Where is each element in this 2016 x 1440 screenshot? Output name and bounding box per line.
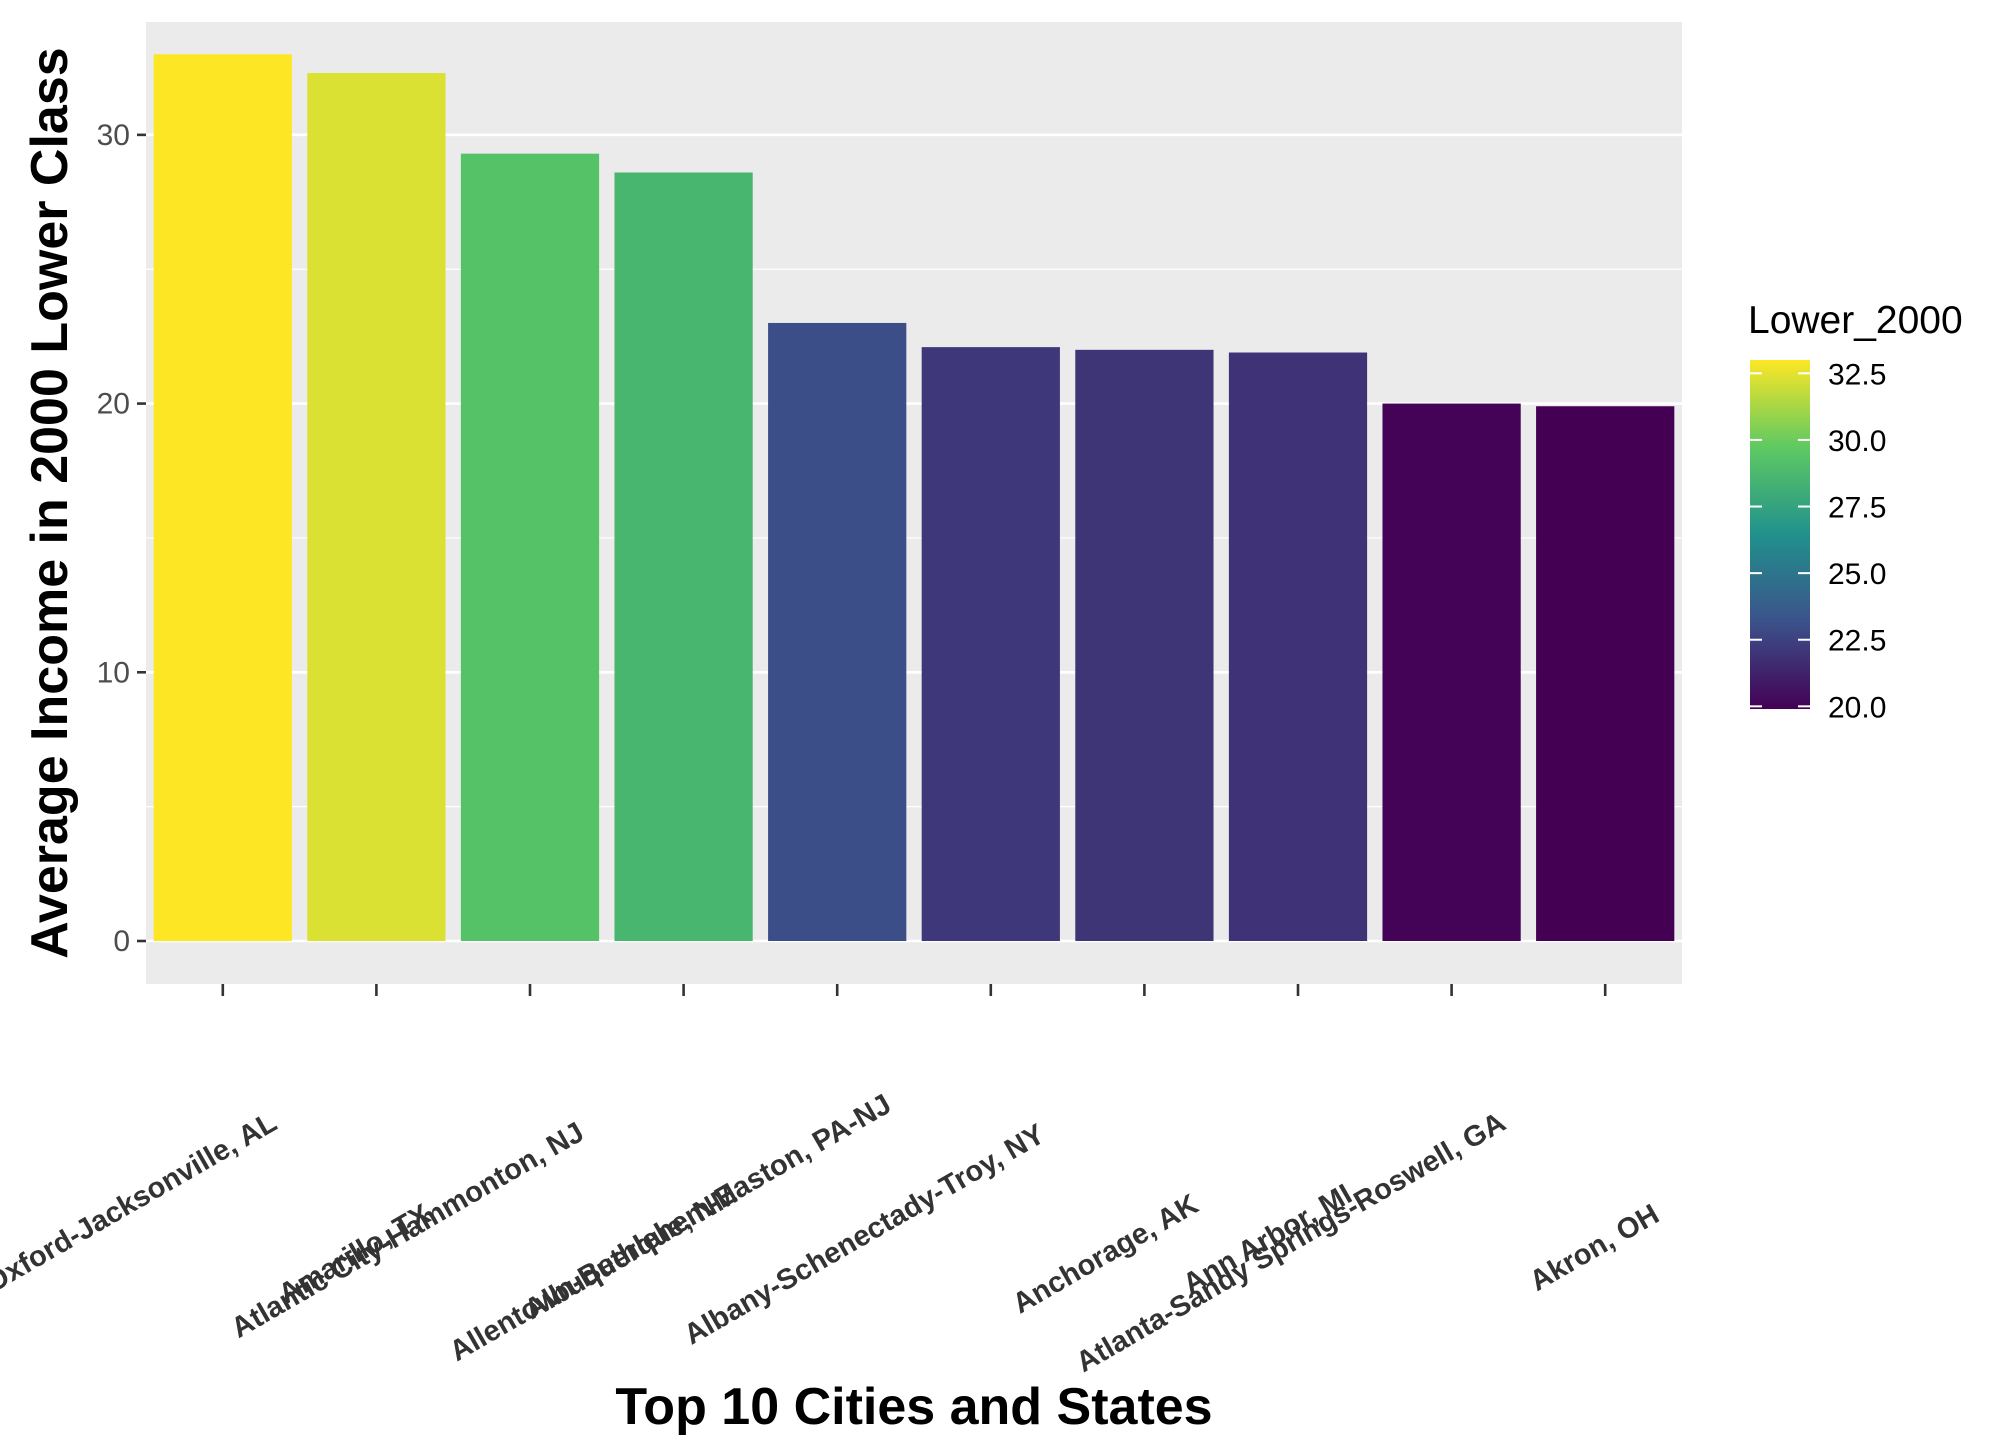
bar <box>1382 403 1521 942</box>
x-tick-label: Albany-Schenectady-Troy, NY <box>679 1118 1050 1351</box>
x-tick-label: Allentown-Bethlehem-Easton, PA-NJ <box>444 1088 896 1368</box>
bars <box>153 54 1675 942</box>
x-tick-label: Akron, OH <box>1525 1198 1665 1297</box>
y-axis-title: Average Income in 2000 Lower Class <box>21 47 79 958</box>
y-tick-label: 20 <box>97 388 130 421</box>
bar <box>1536 406 1675 942</box>
bar <box>1075 349 1214 942</box>
legend-break-label: 30.0 <box>1828 425 1886 458</box>
bar <box>614 172 753 942</box>
y-tick-label: 10 <box>97 656 130 689</box>
y-axis: 0 10 20 30 <box>97 119 146 958</box>
x-axis-title: Top 10 Cities and States <box>615 1378 1212 1436</box>
legend-colorbar <box>1750 360 1810 709</box>
legend-break-label: 22.5 <box>1828 625 1886 658</box>
bar <box>768 322 907 942</box>
bar <box>307 73 446 942</box>
y-tick-label: 30 <box>97 119 130 152</box>
bar <box>1228 352 1368 942</box>
bar <box>460 153 600 942</box>
y-tick-label: 0 <box>113 925 130 958</box>
bar <box>921 347 1060 942</box>
legend-breaks: 20.0 22.5 25.0 27.5 30.0 32.5 <box>1750 358 1886 724</box>
legend-title: Lower_2000 <box>1748 299 1963 342</box>
x-axis: Anniston-Oxford-Jacksonville, ALAmarillo… <box>0 984 1665 1379</box>
legend-break-label: 20.0 <box>1828 691 1886 724</box>
bar <box>153 54 292 942</box>
legend-break-label: 25.0 <box>1828 558 1886 591</box>
legend-break-label: 27.5 <box>1828 492 1886 525</box>
legend-break-label: 32.5 <box>1828 358 1886 391</box>
color-legend: Lower_2000 20.0 22.5 25.0 27.5 30.0 32.5 <box>1748 299 1963 724</box>
